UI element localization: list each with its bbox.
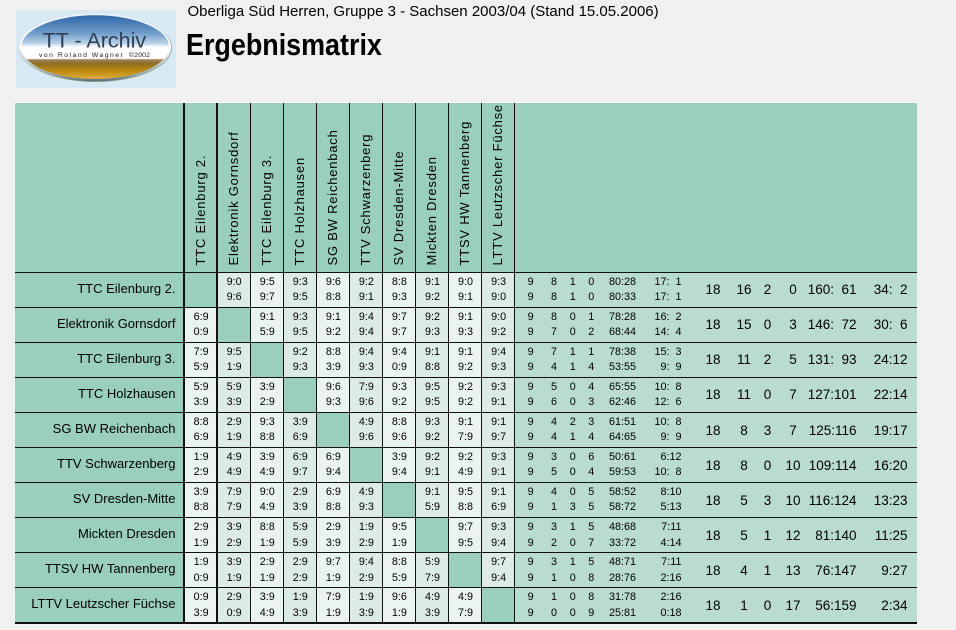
svg-text:TT - Archiv: TT - Archiv [42, 28, 146, 52]
svg-text:von Roland Wagner: von Roland Wagner [39, 52, 124, 59]
svg-text:©2002: ©2002 [129, 51, 150, 59]
